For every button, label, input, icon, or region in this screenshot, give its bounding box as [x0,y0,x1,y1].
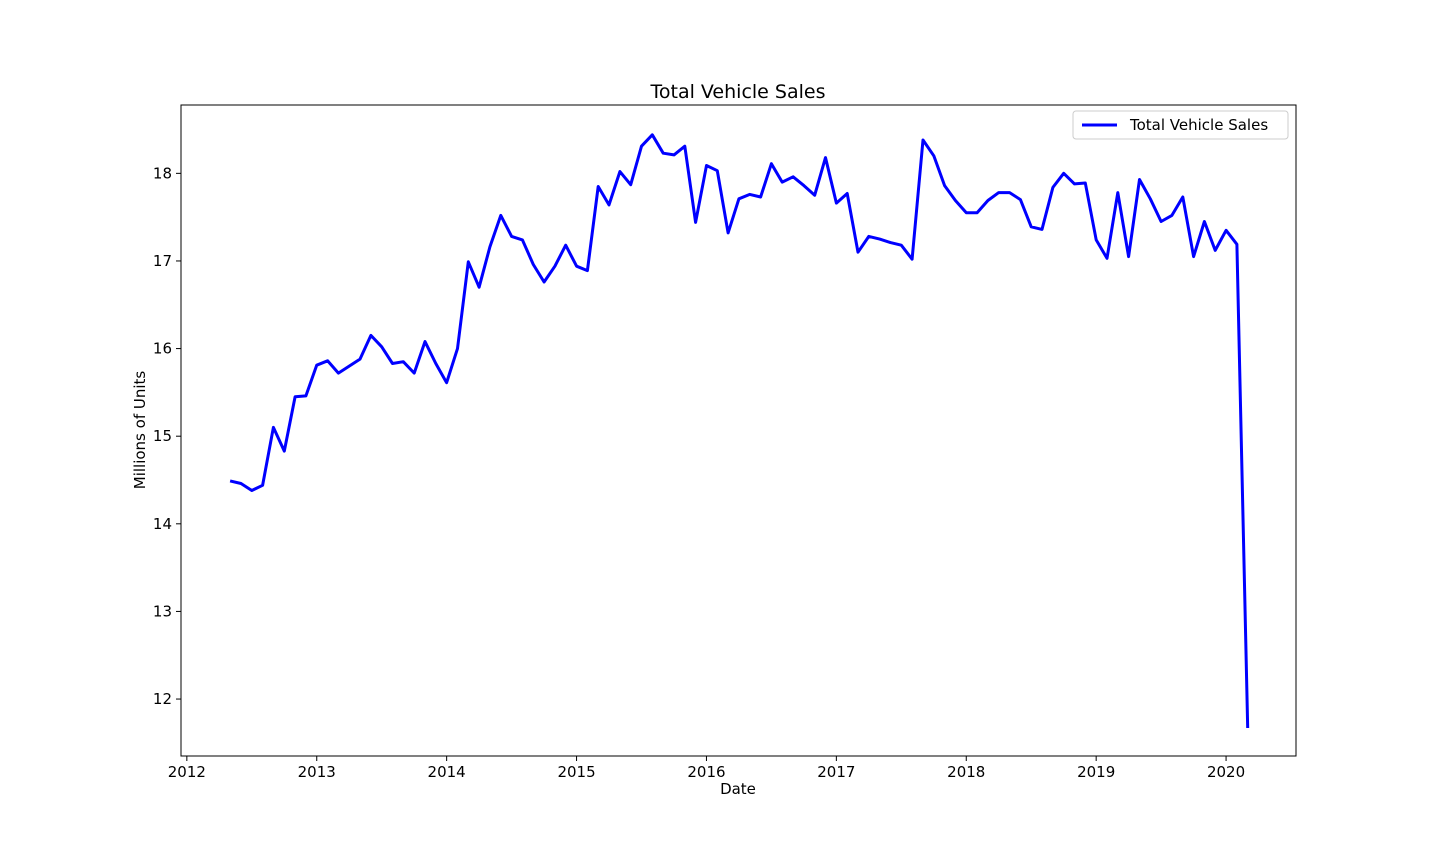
x-tick-label: 2013 [298,763,336,781]
x-axis-label: Date [720,780,756,798]
y-tick-label: 14 [153,515,172,533]
plot-area-frame [180,104,1297,757]
series-line [229,133,1250,729]
x-tick-label: 2019 [1077,763,1115,781]
y-tick-label: 15 [153,427,172,445]
x-tick-label: 2015 [557,763,595,781]
x-tick-label: 2018 [947,763,985,781]
y-tick-label: 17 [153,252,172,270]
y-tick-label: 18 [153,164,172,182]
chart-title: Total Vehicle Sales [650,81,826,103]
x-tick-label: 2020 [1207,763,1245,781]
y-tick-label: 12 [153,690,172,708]
y-axis-label: Millions of Units [131,371,149,490]
y-tick-label: 13 [153,602,172,620]
legend-label: Total Vehicle Sales [1129,116,1268,134]
x-tick-label: 2014 [428,763,466,781]
legend-box [1072,110,1289,140]
legend: Total Vehicle Sales [1072,110,1289,140]
x-tick-label: 2012 [168,763,206,781]
x-tick-label: 2016 [687,763,725,781]
x-tick-label: 2017 [817,763,855,781]
y-tick-label: 16 [153,340,172,358]
